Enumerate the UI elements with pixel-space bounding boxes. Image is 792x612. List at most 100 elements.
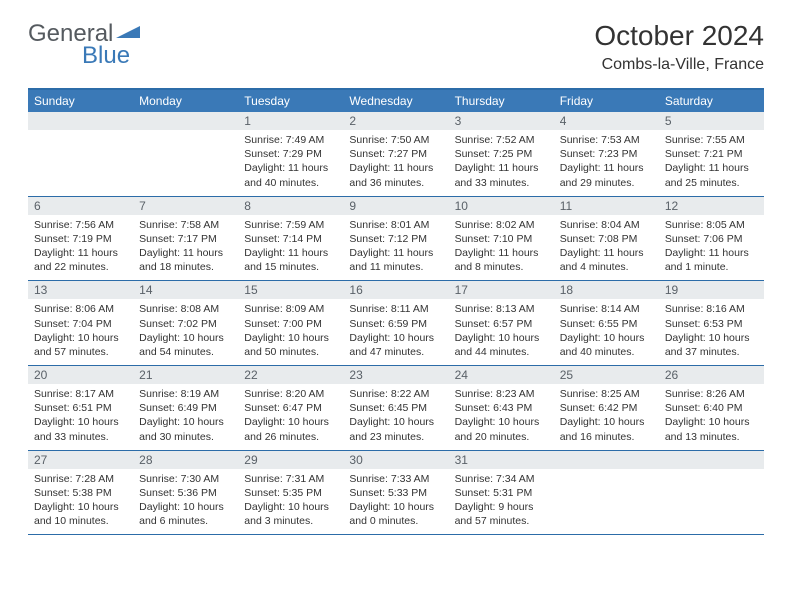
daylight-text: Daylight: 11 hours	[665, 161, 758, 175]
day-cell: 19Sunrise: 8:16 AMSunset: 6:53 PMDayligh…	[659, 281, 764, 365]
day-number: 7	[133, 197, 238, 215]
day-cell: 12Sunrise: 8:05 AMSunset: 7:06 PMDayligh…	[659, 197, 764, 281]
sunset-text: Sunset: 6:55 PM	[560, 317, 653, 331]
sunrise-text: Sunrise: 8:09 AM	[244, 302, 337, 316]
day-cell: 5Sunrise: 7:55 AMSunset: 7:21 PMDaylight…	[659, 112, 764, 196]
sunrise-text: Sunrise: 7:28 AM	[34, 472, 127, 486]
day-number: 4	[554, 112, 659, 130]
sunset-text: Sunset: 7:14 PM	[244, 232, 337, 246]
day-details: Sunrise: 8:22 AMSunset: 6:45 PMDaylight:…	[343, 384, 448, 450]
daylight-text: Daylight: 11 hours	[560, 161, 653, 175]
day-details: Sunrise: 8:08 AMSunset: 7:02 PMDaylight:…	[133, 299, 238, 365]
sunset-text: Sunset: 5:35 PM	[244, 486, 337, 500]
day-number: 15	[238, 281, 343, 299]
daylight-text: Daylight: 10 hours	[139, 500, 232, 514]
sunset-text: Sunset: 6:47 PM	[244, 401, 337, 415]
sunset-text: Sunset: 6:43 PM	[455, 401, 548, 415]
sunset-text: Sunset: 6:53 PM	[665, 317, 758, 331]
day-cell: 2Sunrise: 7:50 AMSunset: 7:27 PMDaylight…	[343, 112, 448, 196]
daylight-text-cont: and 22 minutes.	[34, 260, 127, 274]
day-details: Sunrise: 8:06 AMSunset: 7:04 PMDaylight:…	[28, 299, 133, 365]
daylight-text: Daylight: 10 hours	[244, 331, 337, 345]
location: Combs-la-Ville, France	[594, 56, 764, 74]
logo-text-blue: Blue	[82, 42, 130, 70]
day-cell: 24Sunrise: 8:23 AMSunset: 6:43 PMDayligh…	[449, 366, 554, 450]
daylight-text-cont: and 1 minute.	[665, 260, 758, 274]
daylight-text: Daylight: 10 hours	[244, 500, 337, 514]
weekday-header: SundayMondayTuesdayWednesdayThursdayFrid…	[28, 90, 764, 112]
week-row: 20Sunrise: 8:17 AMSunset: 6:51 PMDayligh…	[28, 366, 764, 451]
daylight-text-cont: and 50 minutes.	[244, 345, 337, 359]
day-details: Sunrise: 8:23 AMSunset: 6:43 PMDaylight:…	[449, 384, 554, 450]
day-number: 28	[133, 451, 238, 469]
sunrise-text: Sunrise: 7:49 AM	[244, 133, 337, 147]
day-number-empty	[133, 112, 238, 130]
day-number-empty	[554, 451, 659, 469]
daylight-text-cont: and 10 minutes.	[34, 514, 127, 528]
sunset-text: Sunset: 7:21 PM	[665, 147, 758, 161]
daylight-text: Daylight: 10 hours	[34, 415, 127, 429]
day-number: 23	[343, 366, 448, 384]
day-details: Sunrise: 8:17 AMSunset: 6:51 PMDaylight:…	[28, 384, 133, 450]
sunset-text: Sunset: 6:59 PM	[349, 317, 442, 331]
sunset-text: Sunset: 7:19 PM	[34, 232, 127, 246]
day-details: Sunrise: 7:28 AMSunset: 5:38 PMDaylight:…	[28, 469, 133, 535]
daylight-text-cont: and 23 minutes.	[349, 430, 442, 444]
day-number: 16	[343, 281, 448, 299]
sunrise-text: Sunrise: 8:25 AM	[560, 387, 653, 401]
daylight-text-cont: and 4 minutes.	[560, 260, 653, 274]
day-number: 5	[659, 112, 764, 130]
day-cell: 21Sunrise: 8:19 AMSunset: 6:49 PMDayligh…	[133, 366, 238, 450]
day-cell: 6Sunrise: 7:56 AMSunset: 7:19 PMDaylight…	[28, 197, 133, 281]
day-number: 11	[554, 197, 659, 215]
sunset-text: Sunset: 7:23 PM	[560, 147, 653, 161]
day-cell: 22Sunrise: 8:20 AMSunset: 6:47 PMDayligh…	[238, 366, 343, 450]
day-details: Sunrise: 8:11 AMSunset: 6:59 PMDaylight:…	[343, 299, 448, 365]
day-details: Sunrise: 7:56 AMSunset: 7:19 PMDaylight:…	[28, 215, 133, 281]
sunrise-text: Sunrise: 7:50 AM	[349, 133, 442, 147]
sunrise-text: Sunrise: 7:33 AM	[349, 472, 442, 486]
day-details-empty	[133, 130, 238, 192]
daylight-text: Daylight: 11 hours	[560, 246, 653, 260]
sunset-text: Sunset: 7:12 PM	[349, 232, 442, 246]
day-number: 24	[449, 366, 554, 384]
sunrise-text: Sunrise: 8:08 AM	[139, 302, 232, 316]
daylight-text-cont: and 33 minutes.	[34, 430, 127, 444]
day-details: Sunrise: 7:49 AMSunset: 7:29 PMDaylight:…	[238, 130, 343, 196]
day-details-empty	[659, 469, 764, 531]
day-number: 12	[659, 197, 764, 215]
day-number: 17	[449, 281, 554, 299]
daylight-text-cont: and 44 minutes.	[455, 345, 548, 359]
daylight-text: Daylight: 9 hours	[455, 500, 548, 514]
daylight-text-cont: and 11 minutes.	[349, 260, 442, 274]
daylight-text: Daylight: 10 hours	[665, 415, 758, 429]
daylight-text: Daylight: 10 hours	[455, 415, 548, 429]
daylight-text: Daylight: 11 hours	[244, 161, 337, 175]
sunrise-text: Sunrise: 8:05 AM	[665, 218, 758, 232]
calendar: SundayMondayTuesdayWednesdayThursdayFrid…	[28, 88, 764, 535]
daylight-text: Daylight: 10 hours	[139, 415, 232, 429]
day-details: Sunrise: 7:53 AMSunset: 7:23 PMDaylight:…	[554, 130, 659, 196]
day-cell: 31Sunrise: 7:34 AMSunset: 5:31 PMDayligh…	[449, 451, 554, 535]
day-number: 13	[28, 281, 133, 299]
day-details: Sunrise: 7:58 AMSunset: 7:17 PMDaylight:…	[133, 215, 238, 281]
day-cell: 30Sunrise: 7:33 AMSunset: 5:33 PMDayligh…	[343, 451, 448, 535]
daylight-text: Daylight: 10 hours	[560, 331, 653, 345]
day-details: Sunrise: 8:19 AMSunset: 6:49 PMDaylight:…	[133, 384, 238, 450]
sunrise-text: Sunrise: 8:02 AM	[455, 218, 548, 232]
daylight-text-cont: and 33 minutes.	[455, 176, 548, 190]
daylight-text: Daylight: 11 hours	[244, 246, 337, 260]
logo: GeneralBlue	[28, 20, 140, 48]
day-cell: 23Sunrise: 8:22 AMSunset: 6:45 PMDayligh…	[343, 366, 448, 450]
day-details: Sunrise: 8:13 AMSunset: 6:57 PMDaylight:…	[449, 299, 554, 365]
sunset-text: Sunset: 7:06 PM	[665, 232, 758, 246]
daylight-text-cont: and 25 minutes.	[665, 176, 758, 190]
day-details: Sunrise: 8:16 AMSunset: 6:53 PMDaylight:…	[659, 299, 764, 365]
daylight-text-cont: and 37 minutes.	[665, 345, 758, 359]
daylight-text: Daylight: 11 hours	[349, 246, 442, 260]
weekday-label: Friday	[554, 90, 659, 112]
daylight-text: Daylight: 10 hours	[349, 415, 442, 429]
day-details: Sunrise: 8:14 AMSunset: 6:55 PMDaylight:…	[554, 299, 659, 365]
daylight-text-cont: and 40 minutes.	[560, 345, 653, 359]
daylight-text-cont: and 29 minutes.	[560, 176, 653, 190]
